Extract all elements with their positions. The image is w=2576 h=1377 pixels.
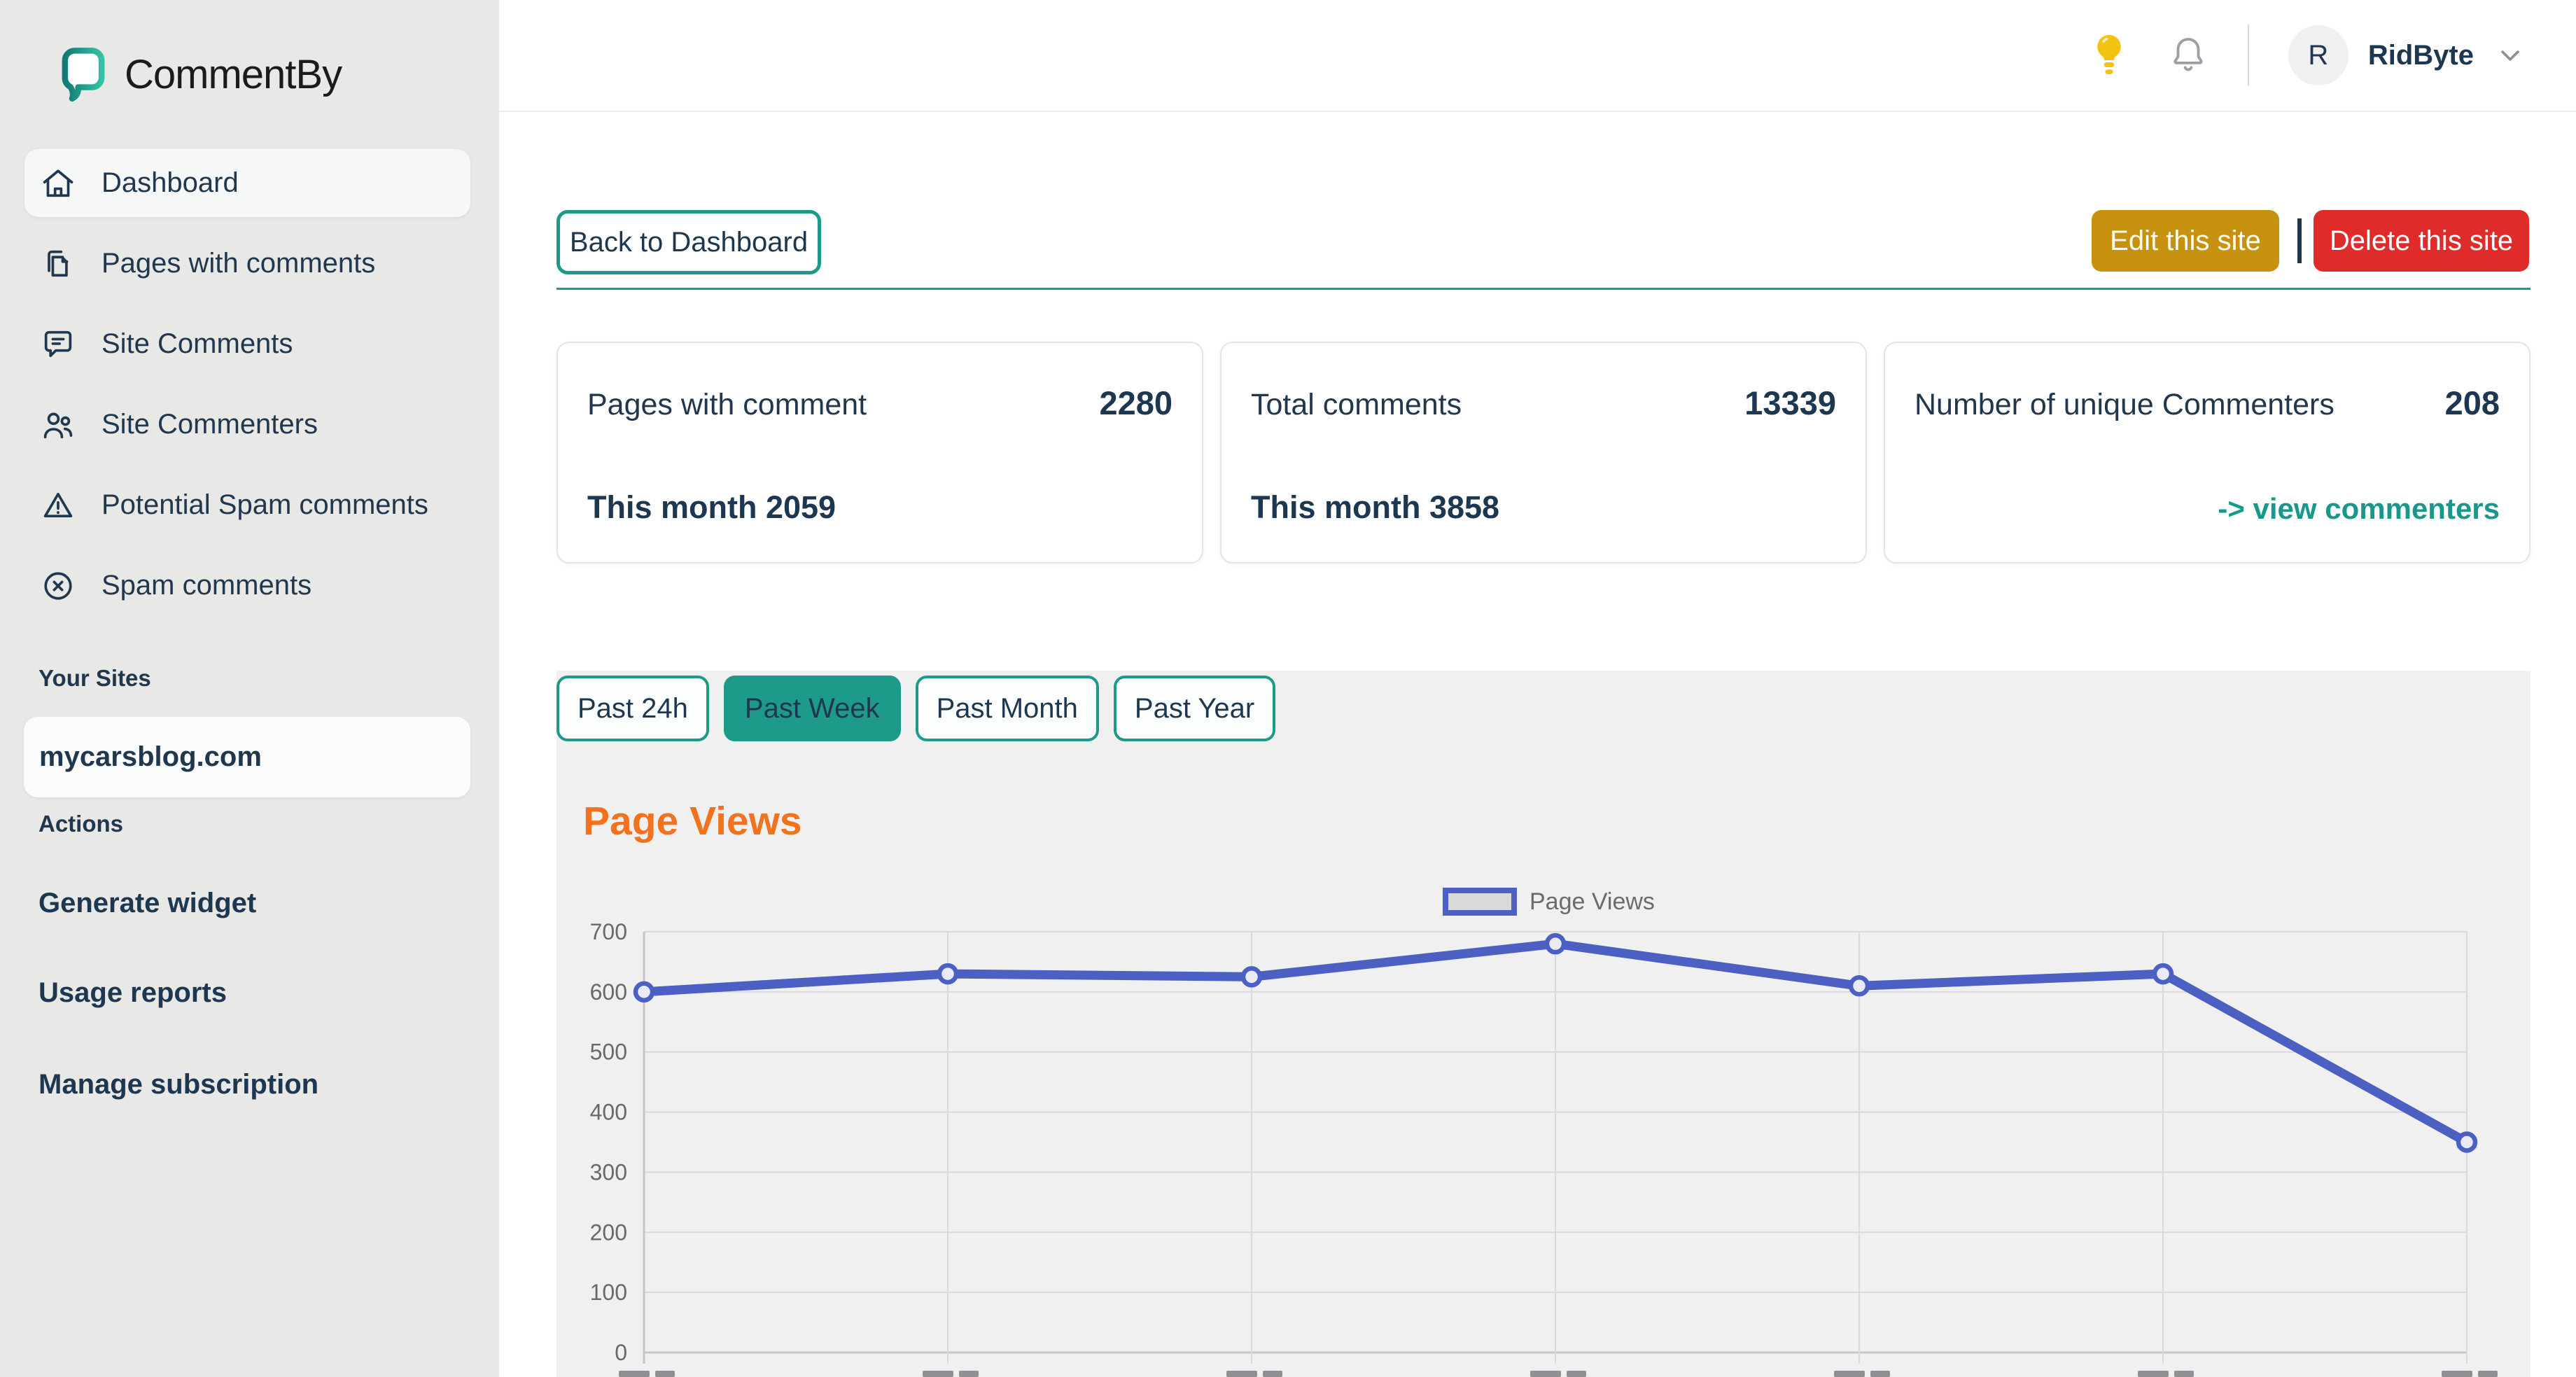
svg-text:700: 700 xyxy=(590,919,627,944)
stat-title: Total comments xyxy=(1251,388,1462,421)
stat-subtext: This month 2059 xyxy=(587,489,836,525)
chart-heading: Page Views xyxy=(583,799,802,844)
sidebar-site-mycarsblog[interactable]: mycarsblog.com xyxy=(24,717,470,797)
sidebar-item-label: Site Comments xyxy=(102,328,293,359)
back-to-dashboard-button[interactable]: Back to Dashboard xyxy=(556,210,821,274)
sidebar-item-generate-widget[interactable]: Generate widget xyxy=(38,888,257,918)
stat-value: 13339 xyxy=(1744,384,1836,421)
sidebar-item-label: Pages with comments xyxy=(102,248,376,279)
actions-heading: Actions xyxy=(38,811,124,837)
stat-value: 2280 xyxy=(1099,384,1172,421)
section-divider xyxy=(556,288,2530,290)
sidebar-item-manage-subscription[interactable]: Manage subscription xyxy=(38,1069,319,1100)
time-range-filters: Past 24h Past Week Past Month Past Year xyxy=(556,676,1276,741)
sidebar-item-site-commenters[interactable]: Site Commenters xyxy=(24,391,470,459)
edit-site-button[interactable]: Edit this site xyxy=(2092,210,2279,272)
home-icon xyxy=(43,169,74,197)
stats-row: Pages with comment 2280 This month 2059 … xyxy=(556,342,2530,564)
user-menu[interactable]: R RidByte xyxy=(2288,25,2527,85)
delete-site-button[interactable]: Delete this site xyxy=(2314,210,2529,272)
sidebar-item-usage-reports[interactable]: Usage reports xyxy=(38,977,227,1008)
sidebar-item-label: Spam comments xyxy=(102,570,312,601)
filter-past-24h[interactable]: Past 24h xyxy=(556,676,709,741)
sidebar-item-pages-with-comments[interactable]: Pages with comments xyxy=(24,230,470,298)
comment-bubble-icon xyxy=(44,330,72,357)
user-name: RidByte xyxy=(2367,39,2474,71)
header-divider xyxy=(2247,25,2249,86)
avatar: R xyxy=(2288,25,2348,85)
stat-subtext: This month 3858 xyxy=(1251,489,1500,525)
warning-triangle-icon xyxy=(43,492,73,517)
sidebar-item-dashboard[interactable]: Dashboard xyxy=(24,149,470,217)
stat-value: 208 xyxy=(2444,384,2500,421)
stat-title: Number of unique Commenters xyxy=(1914,388,2334,421)
svg-text:0: 0 xyxy=(615,1340,627,1365)
sidebar-nav: Dashboard Pages with comments Site Comme… xyxy=(24,149,470,620)
svg-text:600: 600 xyxy=(590,979,627,1005)
filter-past-year[interactable]: Past Year xyxy=(1113,676,1276,741)
stat-title: Pages with comment xyxy=(587,388,867,421)
users-icon xyxy=(43,412,73,438)
button-separator xyxy=(2297,218,2302,263)
chevron-down-icon xyxy=(2501,50,2519,61)
view-commenters-link[interactable]: -> view commenters xyxy=(2218,492,2500,525)
svg-text:500: 500 xyxy=(590,1040,627,1065)
stat-card-total-comments: Total comments 13339 This month 3858 xyxy=(1220,342,1867,564)
circle-x-icon xyxy=(44,571,72,600)
top-header: R RidByte xyxy=(499,0,2576,112)
stat-card-unique-commenters: Number of unique Commenters 208 -> view … xyxy=(1884,342,2530,564)
page-views-chart: 0 100 200 300 400 500 600 700 xyxy=(590,919,2498,1377)
filter-past-month[interactable]: Past Month xyxy=(915,676,1099,741)
notifications-bell-icon[interactable] xyxy=(2168,33,2208,78)
svg-text:400: 400 xyxy=(590,1100,627,1125)
sidebar-item-spam-comments[interactable]: Spam comments xyxy=(24,552,470,620)
svg-text:300: 300 xyxy=(590,1159,627,1184)
svg-text:100: 100 xyxy=(590,1280,627,1305)
sidebar-item-label: Potential Spam comments xyxy=(102,489,428,520)
sidebar: CommentBy Dashboard Pages with comments … xyxy=(0,0,499,1377)
your-sites-heading: Your Sites xyxy=(38,665,151,691)
brand-logo[interactable]: CommentBy xyxy=(0,0,499,109)
svg-text:200: 200 xyxy=(590,1219,627,1245)
sidebar-item-label: Dashboard xyxy=(102,167,239,198)
site-domain: mycarsblog.com xyxy=(39,741,262,772)
lightbulb-icon[interactable] xyxy=(2090,31,2129,80)
sidebar-item-site-comments[interactable]: Site Comments xyxy=(24,310,470,378)
page-views-panel: Past 24h Past Week Past Month Past Year … xyxy=(556,671,2530,1377)
legend-swatch xyxy=(1443,888,1517,916)
sidebar-item-label: Site Commenters xyxy=(102,409,318,440)
sidebar-item-potential-spam[interactable]: Potential Spam comments xyxy=(24,471,470,539)
legend-label: Page Views xyxy=(1530,888,1655,915)
stat-card-pages-with-comment: Pages with comment 2280 This month 2059 xyxy=(556,342,1203,564)
commentby-logo-icon xyxy=(60,41,106,109)
filter-past-week[interactable]: Past Week xyxy=(723,676,901,741)
chart-legend[interactable]: Page Views xyxy=(1443,888,1655,916)
brand-name: CommentBy xyxy=(125,52,342,97)
pages-icon xyxy=(48,250,69,277)
